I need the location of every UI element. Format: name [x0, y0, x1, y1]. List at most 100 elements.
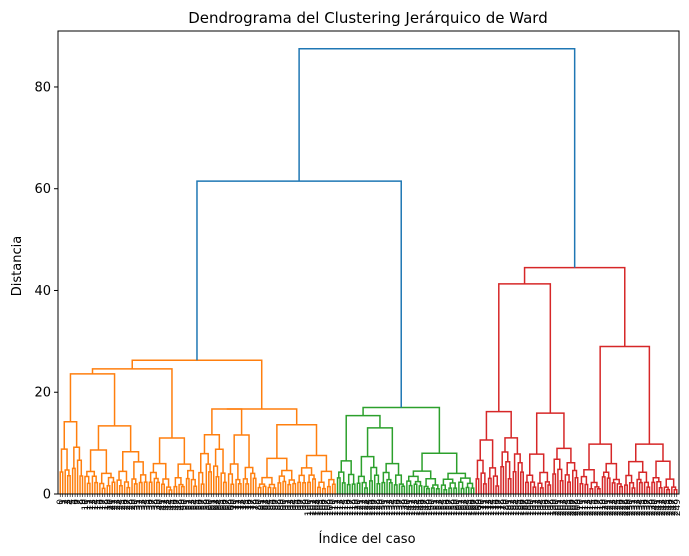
leaf-label: 172: [482, 499, 492, 516]
dendrogram-link: [326, 485, 331, 494]
dendrogram-link: [605, 462, 618, 480]
leaf-label: 8: [76, 499, 86, 505]
leaf-label: 142: [408, 499, 418, 516]
dendrogram-link: [476, 459, 484, 479]
leaf-label: 160: [452, 499, 462, 516]
leaf-label: 78: [249, 499, 259, 511]
leaf-label: 247: [668, 499, 678, 516]
leaf-label: 205: [564, 499, 574, 516]
dendrogram-link: [524, 481, 529, 494]
leaf-label: 75: [242, 499, 252, 510]
leaf-label: 64: [215, 499, 225, 511]
leaf-label: 162: [457, 499, 467, 516]
leaf-label: 212: [581, 499, 591, 516]
leaf-label: 27: [123, 499, 133, 510]
leaf-label: 170: [477, 499, 487, 516]
leaf-label: 204: [561, 499, 571, 516]
dendrogram-link: [453, 487, 458, 494]
leaf-label: 30: [131, 499, 141, 511]
chart-title: Dendrograma del Clustering Jerárquico de…: [188, 9, 547, 27]
dendrogram-link: [198, 471, 204, 494]
leaf-label: 102: [309, 499, 319, 516]
leaf-label: 26: [121, 499, 131, 511]
dendrogram-link: [305, 454, 328, 472]
leaf-label: 186: [517, 499, 527, 516]
leaf-label: 29: [128, 499, 138, 511]
leaf-label: 100: [304, 499, 314, 516]
dendrogram-link: [211, 408, 243, 436]
dendrogram-link: [602, 471, 610, 479]
dendrogram-link: [71, 467, 76, 494]
leaf-label: 83: [262, 499, 272, 510]
dendrogram-link: [91, 368, 173, 439]
leaf-label: 121: [356, 499, 366, 516]
leaf-label: 227: [618, 499, 628, 516]
dendrogram-link: [459, 477, 471, 484]
dendrogram-link: [393, 484, 398, 494]
leaf-label: 214: [586, 499, 596, 516]
leaf-label: 36: [145, 499, 155, 511]
dendrogram-link: [131, 478, 137, 494]
dendrogram-link: [466, 482, 474, 489]
leaf-label: 192: [532, 499, 542, 516]
dendrogram-link: [356, 482, 361, 494]
dendrogram-link: [152, 462, 167, 479]
leaf-label: 22: [111, 499, 121, 510]
leaf-label: 19: [103, 499, 113, 511]
dendrogram-link: [381, 481, 386, 494]
leaf-label: 80: [254, 499, 264, 511]
dendrogram-link: [475, 478, 480, 494]
leaf-label: 133: [386, 499, 396, 516]
leaf-label: 163: [460, 499, 470, 516]
dendrogram-link: [643, 481, 650, 494]
dendrogram-link: [666, 488, 671, 494]
leaf-label: 217: [594, 499, 604, 516]
leaf-label: 182: [507, 499, 517, 516]
dendrogram-link: [193, 485, 198, 494]
dendrogram-link: [364, 487, 369, 494]
dendrogram-link: [200, 483, 205, 494]
leaf-label: 177: [494, 499, 504, 516]
leaf-label: 124: [363, 499, 373, 516]
dendrogram-link: [242, 478, 248, 494]
leaf-label: 76: [244, 499, 254, 511]
dendrogram-link: [351, 483, 356, 494]
leaf-label: 46: [170, 499, 180, 511]
leaf-label: 203: [559, 499, 569, 516]
dendrogram-link: [590, 481, 598, 489]
leaf-label: 173: [485, 499, 495, 516]
dendrogram-link: [277, 482, 282, 494]
dendrogram-link: [300, 467, 313, 476]
dendrogram-link: [86, 482, 91, 494]
leaf-label: 113: [336, 499, 346, 516]
leaf-label: 168: [472, 499, 482, 516]
dendrogram-link: [655, 460, 671, 480]
leaf-label: 3: [64, 499, 74, 505]
leaf-label: 17: [98, 499, 108, 510]
dendrogram-link: [168, 489, 173, 494]
y-axis: 0 20 40 60 80: [34, 80, 58, 503]
dendrogram-link: [173, 485, 178, 494]
dendrogram-link: [66, 475, 71, 494]
dendrogram-link: [267, 486, 272, 494]
leaf-label: 150: [428, 499, 438, 516]
leaf-label: 215: [589, 499, 599, 516]
dendrogram-link: [401, 485, 406, 494]
dendrogram-link: [635, 443, 664, 462]
leaf-label: 0: [56, 499, 66, 505]
leaf-label: 38: [150, 499, 160, 511]
y-tick-label: 80: [34, 80, 51, 95]
y-tick-label: 40: [34, 284, 51, 299]
dendrogram-link: [79, 475, 84, 494]
dendrogram-link: [368, 480, 373, 494]
leaf-label: 15: [93, 499, 103, 510]
leaf-label: 65: [217, 499, 227, 510]
leaf-label: 230: [626, 499, 636, 516]
leaf-label: 154: [438, 499, 448, 516]
leaf-label: 184: [512, 499, 522, 516]
dendrogram-link: [123, 481, 130, 494]
dendrogram-link: [658, 486, 663, 494]
leaf-label: 211: [579, 499, 589, 516]
dendrogram-link: [414, 480, 422, 486]
leaf-label: 16: [96, 499, 106, 511]
